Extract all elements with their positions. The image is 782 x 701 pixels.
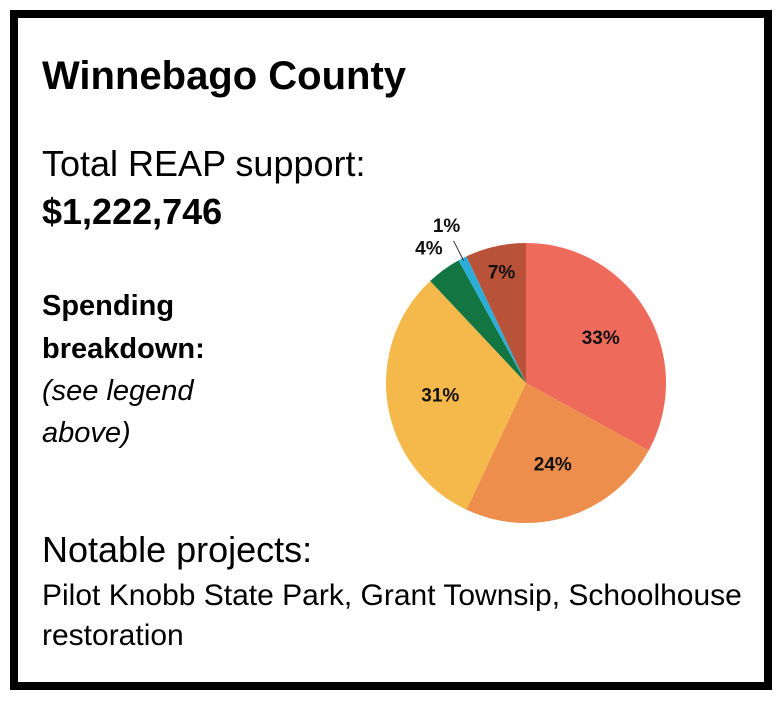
value-label: 7% bbox=[488, 263, 516, 284]
spending-note: (see legend above) bbox=[42, 375, 194, 449]
value-label: 33% bbox=[582, 328, 620, 349]
support-label: Total REAP support: bbox=[42, 143, 366, 184]
pie-slice bbox=[458, 256, 526, 383]
projects: Pilot Knobb State Park, Grant Townsip, S… bbox=[42, 579, 742, 652]
value-label: 31% bbox=[421, 386, 459, 407]
spending-label: Spending breakdown: bbox=[42, 290, 205, 365]
value-label: 1% bbox=[433, 216, 461, 237]
frame bbox=[10, 10, 772, 690]
pie-slice bbox=[466, 383, 649, 523]
pie-slice bbox=[386, 280, 526, 510]
projects-label: Notable projects: bbox=[42, 529, 313, 570]
leader-line bbox=[453, 240, 465, 261]
pie-slice bbox=[526, 243, 666, 451]
card-title: Winnebago County bbox=[42, 54, 407, 98]
pie-slice bbox=[466, 243, 526, 383]
support-amount: $1,222,746 bbox=[42, 191, 223, 232]
value-label: 4% bbox=[415, 238, 443, 259]
pie-slice bbox=[430, 260, 526, 383]
value-label: 24% bbox=[534, 455, 572, 476]
